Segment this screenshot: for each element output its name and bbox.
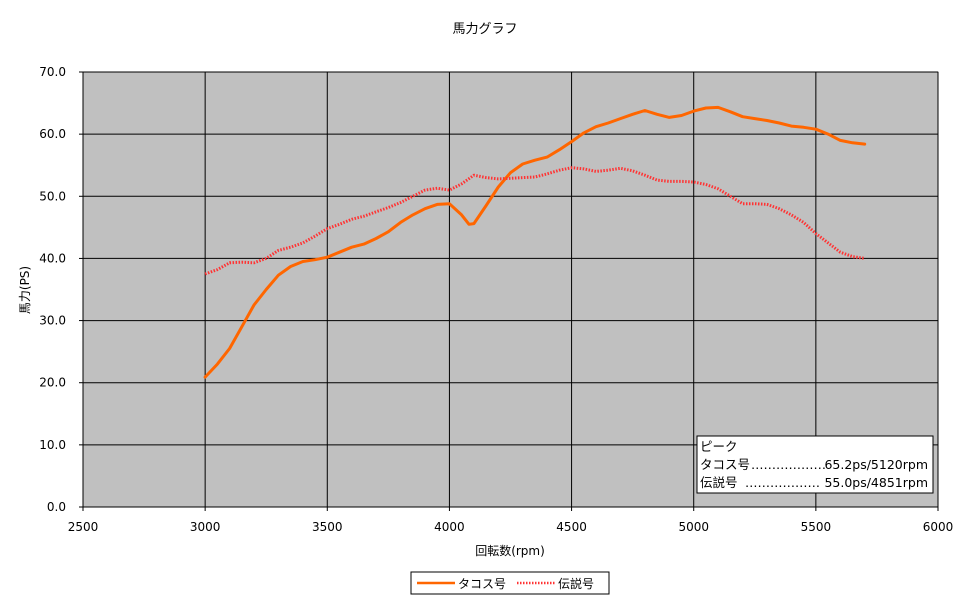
peak-annotation: ピーク タコス号 ……………… 65.2ps/5120rpm 伝説号 ……………… <box>696 435 934 494</box>
x-tick-label: 6000 <box>923 520 954 534</box>
y-tick-label: 60.0 <box>39 127 66 141</box>
peak-row-name: タコス号 <box>700 457 750 472</box>
legend-box <box>410 571 610 595</box>
x-axis-label: 回転数(rpm) <box>475 543 545 558</box>
legend-label-densetsu: 伝説号 <box>558 576 594 591</box>
peak-row-value: 55.0ps/4851rpm <box>824 475 928 490</box>
x-tick-label: 4000 <box>434 520 465 534</box>
legend: タコス号 伝説号 <box>410 571 610 595</box>
y-tick-label: 70.0 <box>39 65 66 79</box>
x-tick-label: 5500 <box>801 520 832 534</box>
series-layer <box>203 105 867 379</box>
x-tick-labels: 2500 3000 3500 4000 4500 5000 5500 6000 <box>68 520 954 534</box>
chart-title: 馬力グラフ <box>452 22 517 37</box>
x-tick-label: 5000 <box>678 520 709 534</box>
peak-row-dots: ……………… <box>745 475 820 490</box>
x-tick-label: 2500 <box>68 520 99 534</box>
y-tick-labels: 0.0 10.0 20.0 30.0 40.0 50.0 60.0 70.0 <box>39 65 66 514</box>
x-tick-label: 3000 <box>190 520 221 534</box>
y-tick-label: 0.0 <box>47 500 66 514</box>
peak-annotation-title: ピーク <box>700 439 738 454</box>
peak-row-dots: ……………… <box>751 457 826 472</box>
x-tick-label: 4500 <box>556 520 587 534</box>
legend-label-takosu: タコス号 <box>458 577 506 591</box>
peak-row-value: 65.2ps/5120rpm <box>824 457 928 472</box>
peak-annotation-box <box>696 435 934 494</box>
y-tick-label: 10.0 <box>39 438 66 452</box>
y-axis-label: 馬力(PS) <box>18 266 32 314</box>
y-tick-label: 30.0 <box>39 314 66 328</box>
y-tick-label: 50.0 <box>39 189 66 203</box>
peak-row-name: 伝説号 <box>700 475 738 490</box>
y-tick-label: 40.0 <box>39 251 66 265</box>
plot-area <box>82 71 939 508</box>
series-line-takosu <box>203 105 867 379</box>
y-tick-label: 20.0 <box>39 376 66 390</box>
x-tick-label: 3500 <box>312 520 343 534</box>
